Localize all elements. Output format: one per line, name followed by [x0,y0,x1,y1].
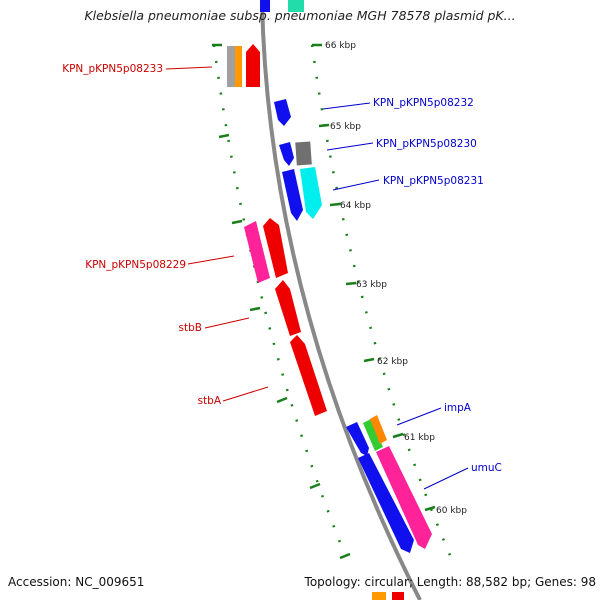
gene-8231-blue [282,169,303,221]
gene-8233-orange [235,46,242,87]
gene-label-kpn-pkpn5p08231: KPN_pKPN5p08231 [383,175,484,187]
gene-umuC-pink [376,446,432,549]
gene-label-umuc: umuC [471,462,502,474]
scale-label: 62 kbp [377,357,408,367]
scale-label: 61 kbp [404,433,435,443]
gene-label-impa: impA [444,402,472,414]
inner-major-ticks [312,43,436,512]
gene-labels: KPN_pKPN5p08233 KPN_pKPN5p08232 KPN_pKPN… [62,63,502,474]
gene-label-kpn-pkpn5p08229: KPN_pKPN5p08229 [85,259,186,271]
leader-lines [165,66,469,490]
gene-8233-red [246,44,260,87]
outer-major-ticks [212,43,351,560]
accession-text: Accession: NC_009651 [8,575,145,589]
gene-bottom-red [392,592,404,600]
gene-label-stbb: stbB [179,322,202,334]
gene-8229-red [263,218,288,278]
scale-label: 64 kbp [340,201,371,211]
gene-bottom-orange [372,592,386,600]
gene-8230-gray [295,141,312,166]
gene-8233-gray [227,46,235,87]
scale-label: 65 kbp [330,122,361,132]
gene-top-blue [260,0,270,12]
gene-top-cyan [288,0,304,12]
gene-label-kpn-pkpn5p08232: KPN_pKPN5p08232 [373,97,474,109]
scale-label: 60 kbp [436,506,467,516]
gene-label-kpn-pkpn5p08233: KPN_pKPN5p08233 [62,63,163,75]
backbone [260,0,422,600]
gene-stbB [275,280,301,336]
gene-label-stba: stbA [198,395,222,407]
scale-label: 63 kbp [356,280,387,290]
map-title: Klebsiella pneumoniae subsp. pneumoniae … [84,8,516,23]
gene-stbA [290,335,327,416]
gene-label-kpn-pkpn5p08230: KPN_pKPN5p08230 [376,138,477,150]
scale-labels: 66 kbp 65 kbp 64 kbp 63 kbp 62 kbp 61 kb… [325,41,467,516]
summary-text: Topology: circular; Length: 88,582 bp; G… [304,575,596,589]
scale-label: 66 kbp [325,41,356,51]
gene-8230-blue [279,142,294,166]
gene-8229-pink [244,221,270,283]
gene-8232 [274,99,291,126]
gene-impA-green [363,419,383,451]
gene-8231-cyan [300,167,322,219]
gene-impA-blue [346,422,369,456]
gene-umuC-blue [358,453,414,553]
gene-impA-orange [370,415,387,444]
